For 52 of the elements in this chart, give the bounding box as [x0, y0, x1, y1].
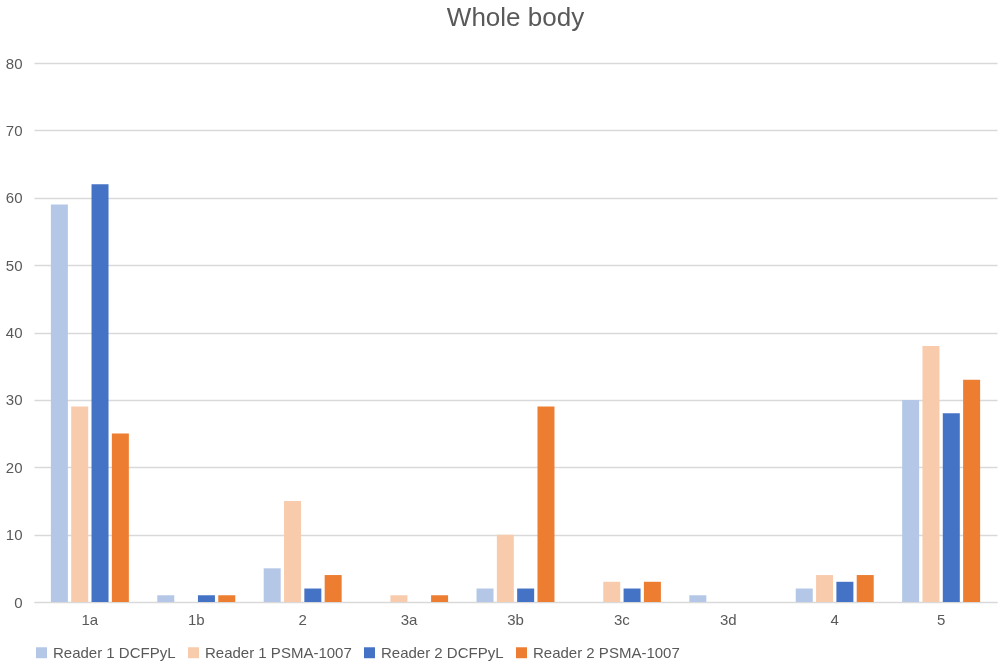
legend-label: Reader 1 DCFPyL [53, 643, 176, 661]
bar [324, 575, 342, 602]
legend-label: Reader 2 PSMA-1007 [533, 643, 680, 661]
bar [942, 413, 960, 602]
bar [431, 595, 449, 602]
y-tick-label: 60 [5, 189, 23, 207]
bar [284, 500, 302, 602]
bar [816, 575, 834, 602]
bar [856, 575, 874, 602]
x-tick-label: 3c [613, 610, 631, 628]
bar [476, 588, 494, 602]
y-tick-label: 70 [5, 121, 23, 139]
bar [71, 406, 89, 602]
bar [304, 588, 322, 602]
x-tick-label: 2 [298, 610, 307, 628]
x-tick-label: 3b [507, 610, 524, 628]
bar [517, 588, 535, 602]
bar [603, 581, 621, 602]
bar [902, 399, 920, 602]
bar [623, 588, 641, 602]
legend-label: Reader 2 DCFPyL [381, 643, 504, 661]
y-tick-label: 10 [5, 526, 23, 544]
bar [197, 595, 215, 602]
bar [50, 204, 68, 602]
bar [795, 588, 813, 602]
legend-label: Reader 1 PSMA-1007 [205, 643, 352, 661]
bar [157, 595, 175, 602]
bar [689, 595, 707, 602]
bar [537, 406, 555, 602]
bar [496, 534, 514, 602]
bar [963, 379, 981, 602]
y-tick-label: 40 [5, 324, 23, 341]
chart-title: Whole body [446, 2, 585, 32]
bar [643, 581, 661, 602]
bar [263, 568, 281, 602]
y-tick-label: 80 [5, 54, 23, 72]
y-tick-label: 30 [5, 391, 23, 409]
bar [922, 345, 940, 602]
bar [836, 581, 854, 602]
x-tick-label: 4 [830, 610, 839, 628]
x-tick-label: 5 [936, 610, 946, 628]
bar [111, 433, 129, 602]
x-tick-label: 1b [187, 610, 205, 628]
y-tick-label: 20 [5, 458, 23, 476]
bar [390, 595, 408, 602]
bar [91, 184, 109, 602]
y-tick-label: 50 [5, 256, 23, 274]
x-tick-label: 3a [400, 610, 419, 628]
x-tick-label: 1a [81, 610, 99, 628]
y-tick-label: 0 [14, 593, 23, 611]
bar [218, 595, 236, 602]
x-tick-label: 3d [719, 610, 737, 628]
